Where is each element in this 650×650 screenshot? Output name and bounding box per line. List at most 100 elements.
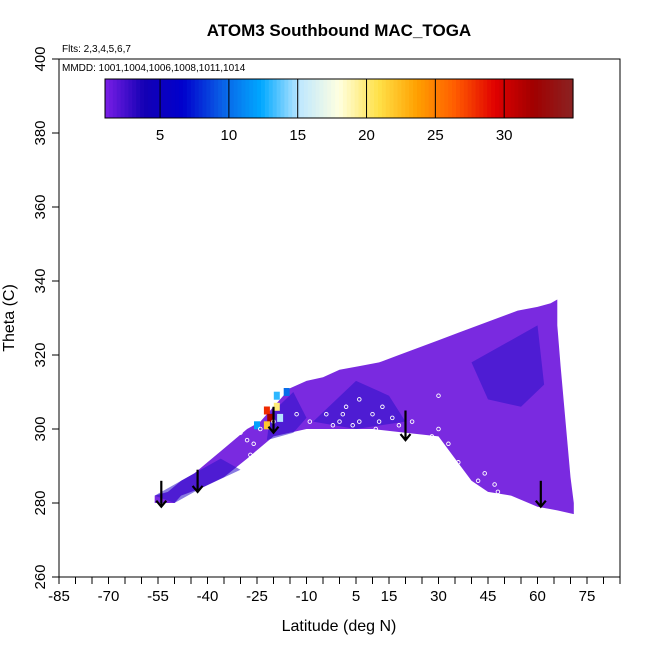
hot-spot-cell-5 bbox=[283, 388, 290, 396]
colorbar-cell-118 bbox=[565, 79, 570, 118]
data-circle-3 bbox=[248, 452, 253, 458]
colorbar-cell-71 bbox=[381, 79, 387, 118]
colorbar-cell-103 bbox=[506, 79, 512, 118]
colorbar-cell-23 bbox=[194, 79, 200, 118]
colorbar-cell-38 bbox=[253, 79, 258, 118]
colorbar-cell-92 bbox=[463, 79, 469, 118]
arrow-head bbox=[191, 485, 204, 494]
colorbar-cell-78 bbox=[409, 79, 414, 118]
y-axis-label: Theta (C) bbox=[1, 284, 18, 352]
colorbar-cell-49 bbox=[296, 79, 301, 118]
data-circle-30 bbox=[495, 489, 501, 495]
colorbar-cell-16 bbox=[167, 79, 172, 118]
colorbar-cell-88 bbox=[448, 79, 453, 118]
colorbar-cell-75 bbox=[397, 79, 402, 118]
colorbar-cell-90 bbox=[456, 79, 461, 118]
colorbar-cell-97 bbox=[483, 79, 488, 118]
x-tick-label-3: -40 bbox=[197, 588, 219, 605]
arrow-head bbox=[267, 425, 280, 435]
colorbar-cell-72 bbox=[385, 79, 391, 118]
colorbar-cell-73 bbox=[389, 79, 395, 118]
colorbar-cell-100 bbox=[495, 79, 500, 118]
data-circle-27 bbox=[475, 478, 481, 484]
colorbar-tick-label-3: 20 bbox=[358, 127, 375, 144]
data-circle-24 bbox=[436, 393, 441, 398]
colorbar-cell-44 bbox=[276, 79, 282, 118]
colorbar-cell-107 bbox=[522, 79, 527, 118]
arrow-0 bbox=[155, 480, 168, 509]
colorbar-cell-114 bbox=[549, 79, 555, 118]
colorbar-cell-79 bbox=[413, 79, 418, 118]
colorbar: 5 10 15 20 25 30 bbox=[104, 78, 574, 144]
colorbar-cell-40 bbox=[261, 79, 266, 118]
colorbar-cell-14 bbox=[159, 79, 165, 118]
colorbar-cell-22 bbox=[190, 79, 196, 118]
x-tick-label-4: -25 bbox=[246, 588, 268, 605]
x-tick-label-6: 5 bbox=[352, 588, 360, 605]
colorbar-cell-98 bbox=[487, 79, 492, 118]
colorbar-cell-113 bbox=[545, 79, 551, 118]
colorbar-cell-117 bbox=[561, 79, 566, 118]
colorbar-cell-36 bbox=[245, 79, 250, 118]
colorbar-cell-102 bbox=[502, 79, 508, 118]
colorbar-cell-12 bbox=[151, 79, 157, 118]
data-circle-7 bbox=[307, 419, 313, 424]
x-axis: -85 -70 -55 -40 -25 -10 5 15 30 45 60 75 bbox=[48, 577, 621, 605]
colorbar-cell-50 bbox=[300, 79, 305, 118]
colorbar-tick-label-4: 25 bbox=[427, 127, 444, 144]
dates-note: MMDD: 1001,1004,1006,1008,1011,1014 bbox=[62, 63, 246, 74]
hot-spot-cell-2 bbox=[263, 421, 270, 430]
colorbar-cell-51 bbox=[303, 79, 309, 118]
colorbar-cell-5 bbox=[124, 79, 129, 118]
field-layer bbox=[154, 299, 574, 515]
arrow-1 bbox=[191, 469, 204, 494]
y-tick-label-5: 360 bbox=[32, 194, 49, 219]
colorbar-cell-35 bbox=[241, 79, 246, 118]
arrow-head bbox=[399, 433, 412, 442]
colorbar-cell-82 bbox=[424, 79, 430, 118]
x-tick-label-5: -10 bbox=[296, 588, 318, 605]
colorbar-cell-18 bbox=[175, 79, 180, 118]
data-circle-23 bbox=[436, 426, 441, 432]
colorbar-cell-9 bbox=[140, 79, 145, 118]
colorbar-cell-94 bbox=[471, 79, 477, 118]
data-circle-13 bbox=[343, 404, 349, 410]
colorbar-cell-61 bbox=[342, 79, 348, 118]
colorbar-cell-7 bbox=[132, 79, 137, 118]
colorbar-cell-0 bbox=[105, 79, 110, 118]
colorbar-cell-32 bbox=[229, 79, 235, 118]
colorbar-cell-76 bbox=[401, 79, 406, 118]
colorbar-cell-81 bbox=[420, 79, 426, 118]
x-tick-label-0: -85 bbox=[48, 588, 70, 605]
y-tick-label-6: 380 bbox=[32, 120, 49, 145]
y-tick-label-0: 260 bbox=[32, 564, 49, 589]
colorbar-cell-8 bbox=[136, 79, 141, 118]
colorbar-cell-99 bbox=[491, 79, 496, 118]
colorbar-cell-59 bbox=[335, 79, 340, 118]
data-circle-31 bbox=[357, 397, 362, 402]
colorbar-cell-56 bbox=[323, 79, 328, 118]
colorbar-cell-6 bbox=[128, 79, 133, 118]
colorbar-frame bbox=[104, 78, 574, 119]
colorbar-cell-115 bbox=[553, 79, 558, 118]
data-circle-26 bbox=[456, 460, 461, 465]
colorbar-tick-label-2: 15 bbox=[289, 127, 306, 144]
field-dark-band-1 bbox=[313, 380, 406, 429]
data-circle-12 bbox=[333, 430, 339, 435]
colorbar-cell-74 bbox=[393, 79, 399, 118]
colorbar-cell-68 bbox=[370, 79, 375, 118]
colorbar-cell-65 bbox=[358, 79, 363, 118]
colorbar-cell-91 bbox=[459, 79, 465, 118]
colorbar-cell-39 bbox=[257, 79, 262, 118]
colorbar-cell-96 bbox=[479, 79, 484, 118]
colorbar-cell-95 bbox=[475, 79, 480, 118]
colorbar-cell-111 bbox=[537, 79, 543, 118]
colorbar-cell-101 bbox=[498, 79, 504, 118]
colorbar-cell-10 bbox=[144, 79, 149, 118]
colorbar-cell-53 bbox=[311, 79, 317, 118]
data-circle-11 bbox=[340, 411, 346, 417]
colorbar-cell-13 bbox=[155, 79, 161, 118]
x-tick-label-2: -55 bbox=[147, 588, 169, 605]
x-tick-label-7: 15 bbox=[381, 588, 398, 605]
colorbar-cell-27 bbox=[210, 79, 215, 118]
